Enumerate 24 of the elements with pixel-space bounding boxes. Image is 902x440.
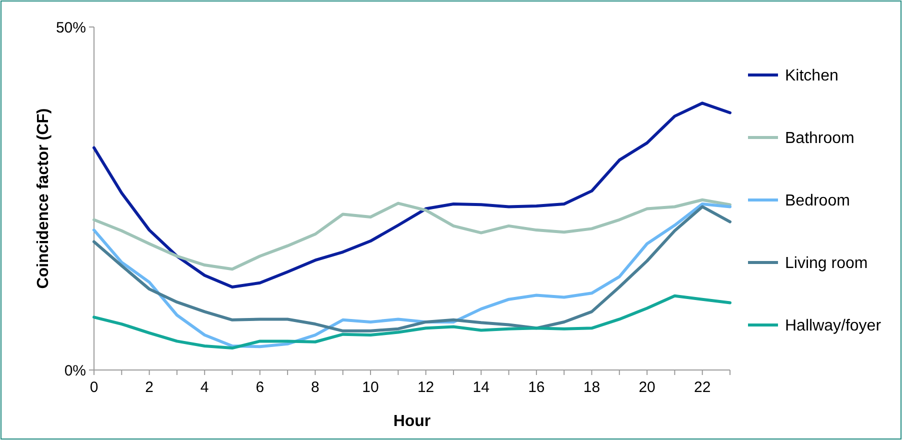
x-tick-label: 2 (145, 379, 154, 396)
legend-label: Hallway/foyer (785, 318, 882, 335)
line-series (92, 294, 732, 350)
legend-label: Living room (785, 255, 868, 272)
x-tick-label: 20 (638, 379, 656, 396)
x-tick-label: 10 (362, 379, 379, 396)
x-axis-title: Hour (393, 413, 431, 430)
x-tick-label: 12 (417, 379, 434, 396)
x-tick-label: 14 (472, 379, 490, 396)
line-series (92, 198, 732, 271)
y-axis-title: Coincidence factor (CF) (35, 108, 52, 289)
legend-label: Bedroom (785, 192, 850, 210)
legend-label: Kitchen (785, 68, 838, 85)
x-tick-label: 18 (583, 379, 600, 396)
x-tick-label: 16 (528, 379, 545, 396)
line-series (92, 102, 732, 288)
x-tick-label: 4 (200, 379, 209, 396)
x-tick-label: 0 (90, 379, 98, 396)
y-tick-label: 0% (64, 362, 86, 380)
y-tick-label: 50% (56, 19, 86, 36)
x-tick-label: 6 (256, 379, 264, 396)
x-tick-label: 22 (694, 379, 711, 396)
legend-label: Bathroom (785, 130, 854, 148)
x-tick-label: 8 (311, 379, 320, 396)
